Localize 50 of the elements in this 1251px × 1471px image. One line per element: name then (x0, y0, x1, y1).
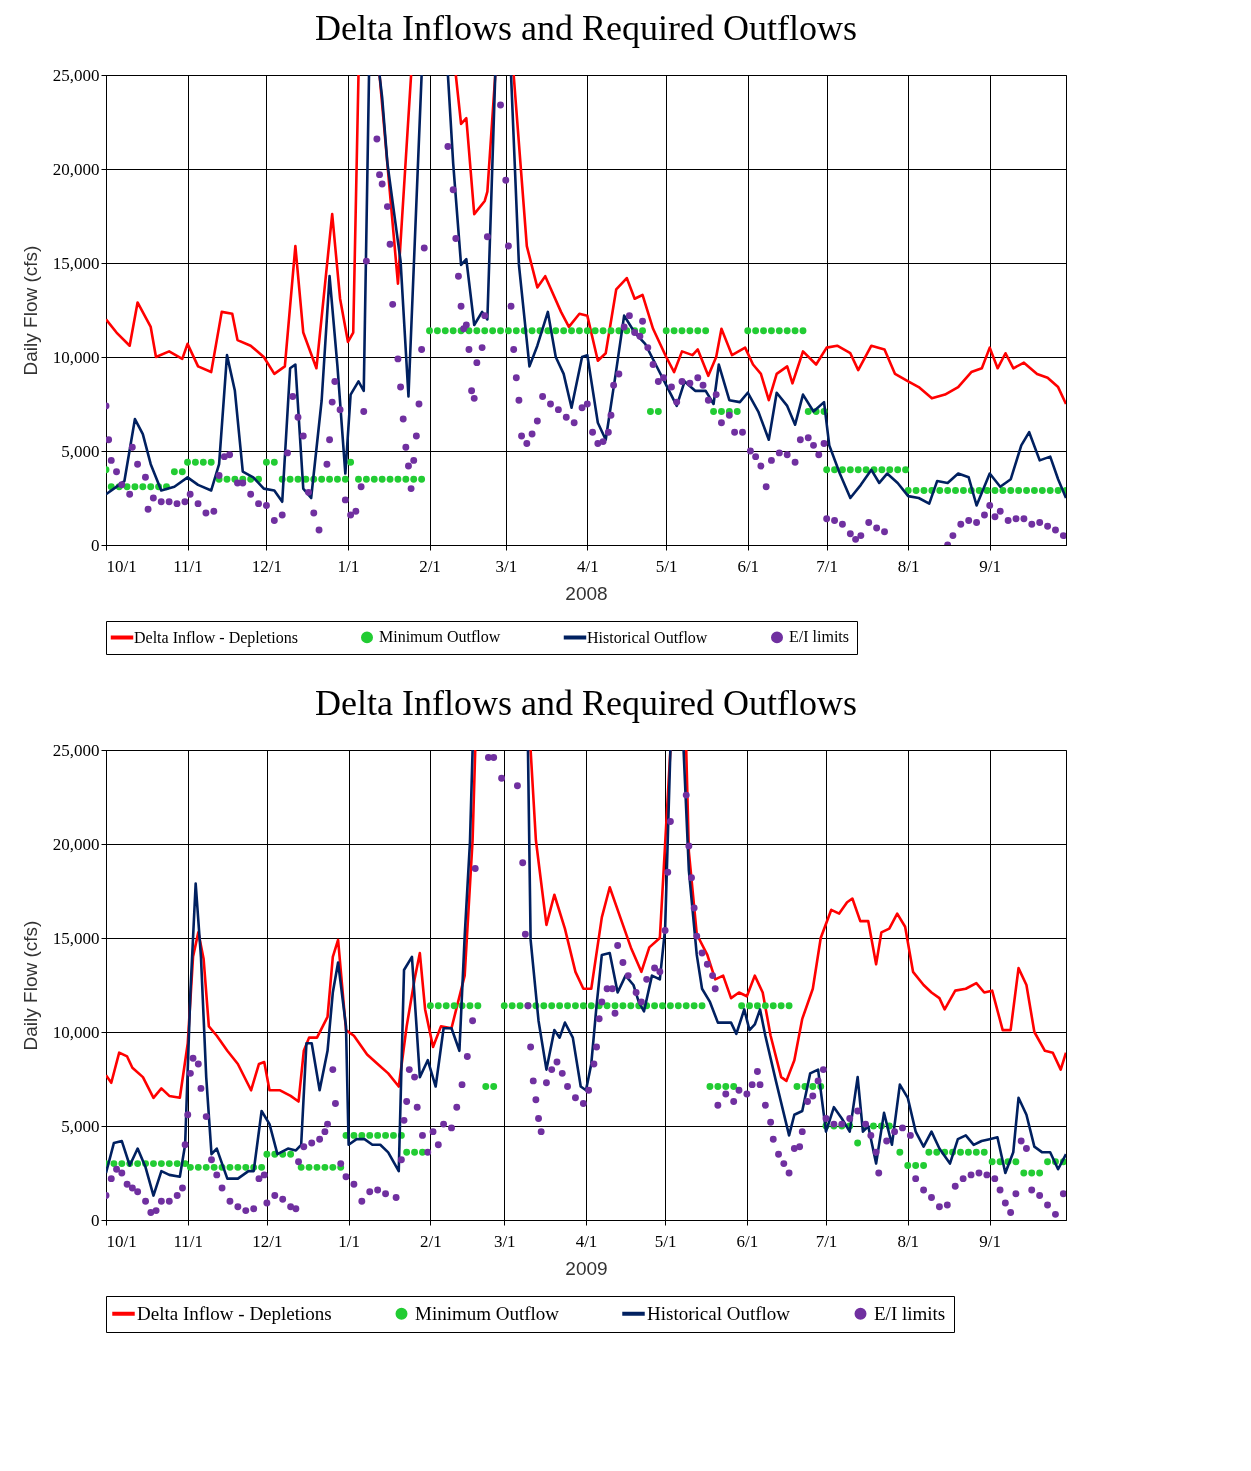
y-axis-title: Daily Flow (cfs) (19, 920, 41, 1051)
x-tick-label: 9/1 (979, 556, 1002, 576)
x-tick-label: 11/1 (173, 1231, 204, 1251)
x-tick-label: 8/1 (897, 1231, 920, 1251)
x-axis-title: 2009 (565, 1257, 608, 1279)
legend-label: Historical Outflow (587, 628, 708, 646)
x-tick-label: 10/1 (106, 556, 137, 576)
y-tick-label: 15,000 (52, 928, 100, 948)
x-tick-label: 11/1 (173, 556, 203, 576)
x-tick-label: 7/1 (816, 556, 839, 576)
legend-label: E/I limits (789, 628, 849, 646)
x-tick-label: 12/1 (252, 1231, 283, 1251)
x-tick-label: 9/1 (979, 1231, 1001, 1251)
legend-label: Delta Inflow - Depletions (137, 1302, 332, 1324)
chart-title: Delta Inflows and Required Outflows (315, 683, 857, 723)
x-tick-label: 5/1 (654, 1231, 677, 1251)
x-tick-label: 6/1 (736, 1231, 759, 1251)
x-tick-label: 7/1 (815, 1231, 838, 1251)
y-tick-label: 0 (91, 535, 100, 555)
legend-label: Historical Outflow (647, 1302, 791, 1324)
y-tick-label: 0 (91, 1210, 100, 1230)
legend-label: Delta Inflow - Depletions (134, 628, 298, 647)
y-tick-label: 20,000 (52, 159, 100, 179)
legend-label: Minimum Outflow (415, 1302, 560, 1324)
x-tick-label: 12/1 (251, 556, 283, 576)
x-tick-label: 8/1 (897, 556, 920, 576)
y-tick-label: 15,000 (52, 253, 100, 273)
x-tick-label: 1/1 (337, 556, 360, 576)
x-tick-label: 2/1 (420, 1231, 442, 1251)
x-tick-label: 2/1 (419, 556, 441, 576)
x-tick-label: 6/1 (737, 556, 760, 576)
y-tick-label: 25,000 (52, 65, 100, 85)
chart-title: Delta Inflows and Required Outflows (315, 8, 857, 48)
legend-label: E/I limits (874, 1302, 946, 1324)
x-tick-label: 4/1 (575, 1231, 598, 1251)
legend-label: Minimum Outflow (379, 628, 501, 646)
y-tick-label: 5,000 (61, 441, 100, 461)
y-tick-label: 10,000 (52, 1022, 100, 1042)
y-tick-label: 25,000 (52, 740, 100, 760)
x-tick-label: 10/1 (106, 1231, 137, 1251)
x-tick-label: 5/1 (655, 556, 678, 576)
y-tick-label: 5,000 (61, 1116, 100, 1136)
y-tick-label: 10,000 (52, 347, 100, 367)
x-tick-label: 1/1 (338, 1231, 360, 1251)
x-tick-label: 4/1 (576, 556, 599, 576)
x-tick-label: 3/1 (493, 1231, 516, 1251)
y-axis-title: Daily Flow (cfs) (19, 245, 41, 376)
x-tick-label: 3/1 (495, 556, 518, 576)
x-axis-title: 2008 (565, 582, 608, 604)
y-tick-label: 20,000 (52, 834, 100, 854)
